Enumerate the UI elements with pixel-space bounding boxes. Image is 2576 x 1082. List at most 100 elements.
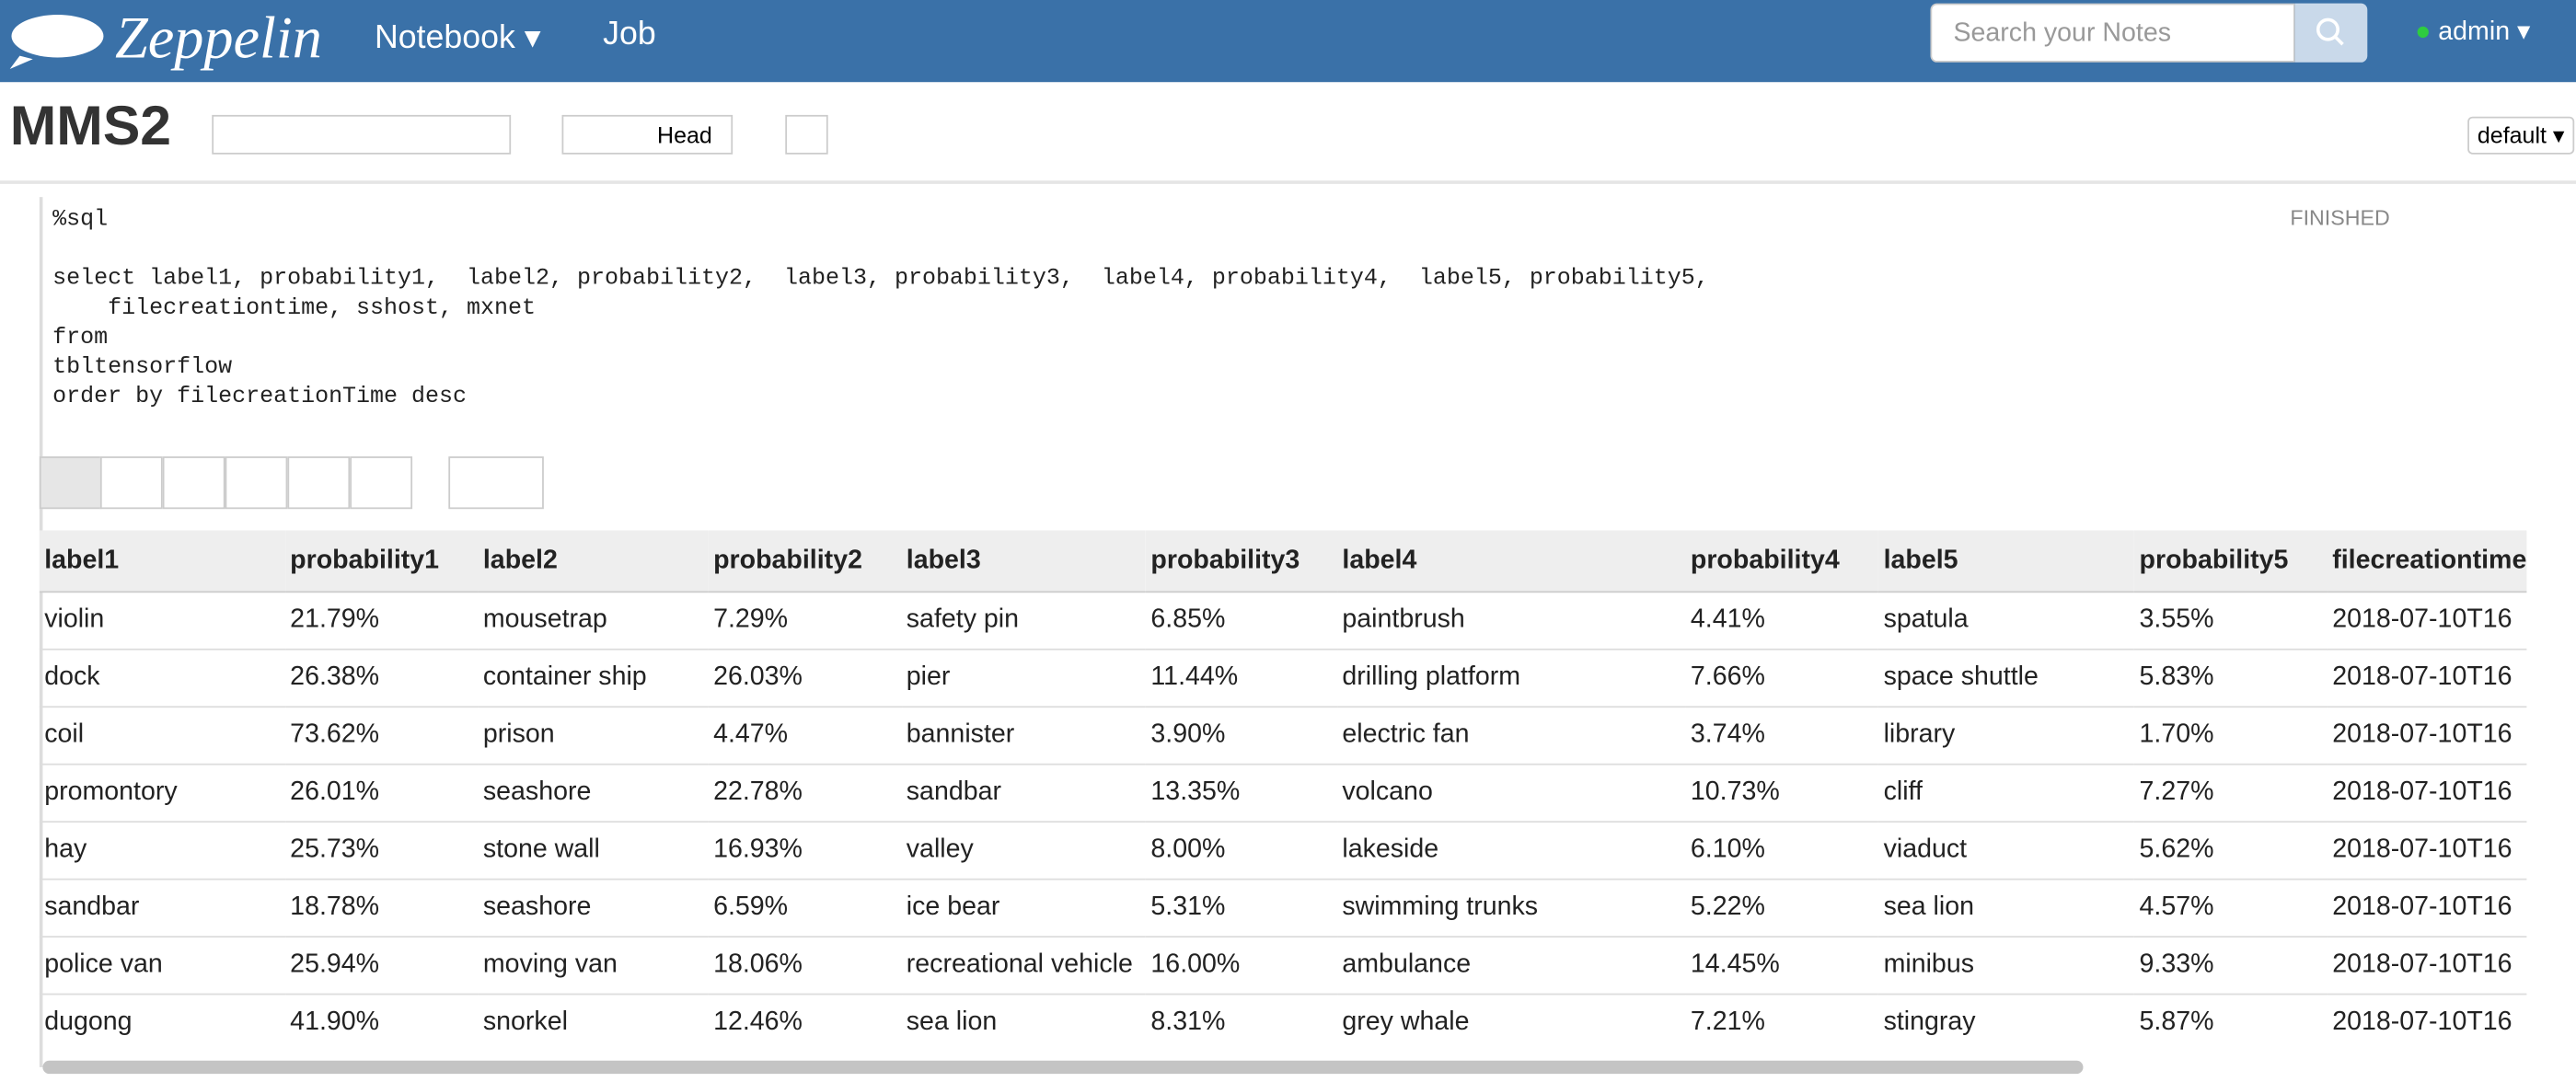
table-cell: cliff (1878, 764, 2135, 823)
table-cell: ambulance (1337, 937, 1686, 996)
table-cell: 18.78% (284, 879, 479, 938)
table-cell: snorkel (478, 994, 709, 1050)
table-cell: 13.35% (1146, 764, 1338, 823)
table-cell: 2018-07-10T16 (2327, 649, 2527, 708)
table-cell: moving van (478, 937, 709, 996)
scrollbar[interactable] (42, 1060, 2084, 1075)
area-chart-button[interactable] (225, 456, 288, 510)
interpreter-select[interactable]: default ▾ (2467, 116, 2575, 155)
table-cell: seashore (478, 879, 709, 938)
table-cell: 7.66% (1685, 649, 1879, 708)
table-cell: 2018-07-10T16 (2327, 994, 2527, 1050)
table-row: police van 25.94% moving van 18.06% recreati… (39, 937, 2527, 996)
bar-chart-button[interactable] (99, 456, 163, 510)
menu-label: Notebook (374, 19, 515, 56)
table-cell: lakeside (1337, 822, 1686, 881)
search-button[interactable] (2294, 3, 2368, 63)
table-cell: sandbar (901, 764, 1147, 823)
table-cell: viaduct (1878, 822, 2135, 881)
table-cell: container ship (478, 649, 709, 708)
table-cell: stingray (1878, 994, 2135, 1050)
table-cell: 2018-07-10T16 (2327, 937, 2527, 996)
table-cell: 4.47% (708, 707, 902, 765)
table-row: dugong 41.90% snorkel 12.46% sea lion 8.31% gr… (39, 994, 2527, 1050)
table-cell: 7.27% (2134, 764, 2328, 823)
table-cell: 5.22% (1685, 879, 1879, 938)
table-cell: space shuttle (1878, 649, 2135, 708)
table-cell: 16.00% (1146, 937, 1338, 996)
table-cell: 6.10% (1685, 822, 1879, 881)
table-cell: 5.83% (2134, 649, 2328, 708)
table-cell: minibus (1878, 937, 2135, 996)
table-row: sandbar 18.78% seashore 6.59% ice bear 5.31% s… (39, 879, 2527, 938)
code-line: order by filecreationTime desc (52, 384, 468, 411)
table-cell: 26.03% (708, 649, 902, 708)
table-cell: valley (901, 822, 1147, 881)
table-cell: 26.38% (284, 649, 479, 708)
table-cell: electric fan (1337, 707, 1686, 765)
table-row: hay 25.73% stone wall 16.93% valley 8.00% lake… (39, 822, 2527, 881)
divider (0, 180, 2576, 184)
table-cell: police van (39, 937, 285, 996)
head-button[interactable]: Head (657, 121, 712, 148)
notebook-menu[interactable]: Notebook ▾ (374, 19, 541, 56)
table-cell: library (1878, 707, 2135, 765)
table-cell: hay (39, 822, 285, 881)
table-cell: 8.00% (1146, 822, 1338, 881)
code-line: tbltensorflow (52, 354, 233, 382)
column-header: filecreationtime (2327, 530, 2527, 593)
table-cell: 5.87% (2134, 994, 2328, 1050)
paragraph-status: FINISHED (2290, 205, 2390, 230)
table-cell: mousetrap (478, 592, 709, 650)
code-line: select label1, probability1, label2, pro… (52, 266, 1709, 293)
table-cell: violin (39, 592, 285, 650)
table-cell: sea lion (901, 994, 1147, 1050)
table-cell: volcano (1337, 764, 1686, 823)
user-menu[interactable]: ● admin ▾ (2415, 17, 2531, 46)
column-header: label2 (478, 530, 709, 593)
table-row: violin 21.79% mousetrap 7.29% safety pin 6.85… (39, 592, 2527, 650)
column-header: probability2 (708, 530, 902, 593)
download-button[interactable] (448, 456, 544, 510)
table-view-button[interactable] (39, 456, 102, 510)
table-cell: 3.74% (1685, 707, 1879, 765)
table-cell: dock (39, 649, 285, 708)
result-table-wrap: label1 probability1 label2 probability2 labe… (39, 530, 2527, 1050)
revision-group[interactable]: Head (561, 114, 734, 155)
code-line: filecreationtime, sshost, mxnet (52, 295, 537, 322)
table-cell: sea lion (1878, 879, 2135, 938)
table-cell: 7.29% (708, 592, 902, 650)
code-line: %sql (52, 206, 109, 234)
result-table: label1 probability1 label2 probability2 labe… (39, 530, 2527, 1050)
column-header: label5 (1878, 530, 2135, 593)
scatter-chart-button[interactable] (350, 456, 413, 510)
job-menu[interactable]: Job (603, 16, 656, 53)
table-cell: 1.70% (2134, 707, 2328, 765)
note-title[interactable]: MMS2 (9, 95, 172, 158)
brand[interactable]: Zeppelin (114, 5, 322, 71)
table-cell: 5.31% (1146, 879, 1338, 938)
table-cell: recreational vehicle (901, 937, 1147, 996)
column-header: label4 (1337, 530, 1686, 593)
table-cell: 3.55% (2134, 592, 2328, 650)
pie-chart-button[interactable] (162, 456, 225, 510)
delete-button[interactable] (785, 114, 828, 155)
table-cell: spatula (1878, 592, 2135, 650)
table-cell: 2018-07-10T16 (2327, 822, 2527, 881)
table-cell: dugong (39, 994, 285, 1050)
table-cell: 7.21% (1685, 994, 1879, 1050)
table-cell: seashore (478, 764, 709, 823)
search-input[interactable]: Search your Notes (1930, 3, 2295, 63)
table-cell: drilling platform (1337, 649, 1686, 708)
table-cell: bannister (901, 707, 1147, 765)
note-actions[interactable] (212, 114, 512, 155)
table-cell: 18.06% (708, 937, 902, 996)
table-cell: promontory (39, 764, 285, 823)
column-header: probability4 (1685, 530, 1879, 593)
table-cell: 73.62% (284, 707, 479, 765)
table-cell: 10.73% (1685, 764, 1879, 823)
logo (9, 15, 104, 69)
line-chart-button[interactable] (287, 456, 351, 510)
column-header: label1 (39, 530, 285, 593)
table-cell: 14.45% (1685, 937, 1879, 996)
